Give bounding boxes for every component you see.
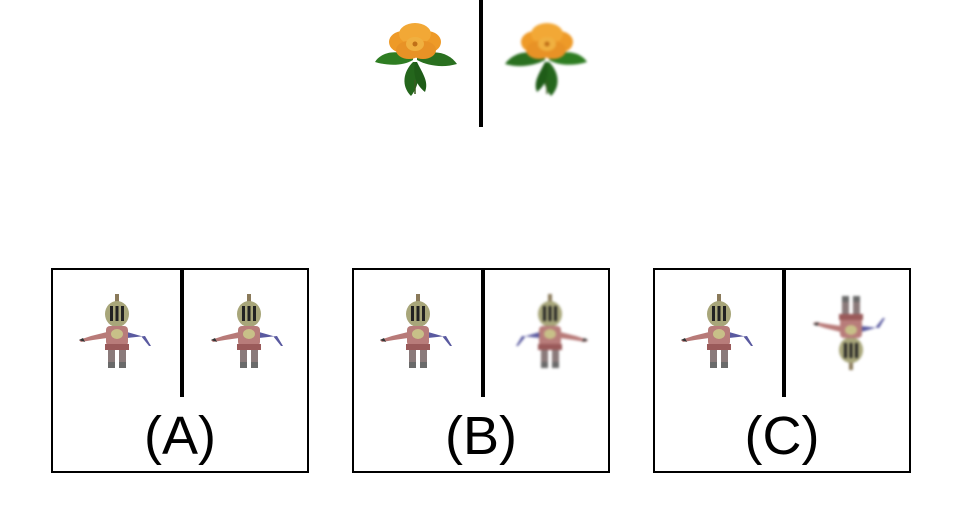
option-label: (A): [144, 406, 216, 466]
option-divider: [481, 270, 485, 397]
flower-icon: [504, 22, 588, 97]
knight-figure-icon: [813, 296, 885, 370]
option-divider: [180, 270, 184, 397]
knight-figure-icon: [380, 294, 452, 368]
option-a[interactable]: (A): [51, 268, 309, 473]
knight-figure-icon: [516, 294, 588, 368]
flower-icon: [374, 22, 458, 97]
knight-figure-icon: [211, 294, 283, 368]
option-label: (C): [744, 406, 820, 466]
option-c[interactable]: (C): [653, 268, 911, 473]
option-divider: [782, 270, 786, 397]
option-b[interactable]: (B): [352, 268, 610, 473]
prompt-divider: [479, 0, 483, 127]
option-label: (B): [445, 406, 517, 466]
knight-figure-icon: [79, 294, 151, 368]
knight-figure-icon: [681, 294, 753, 368]
